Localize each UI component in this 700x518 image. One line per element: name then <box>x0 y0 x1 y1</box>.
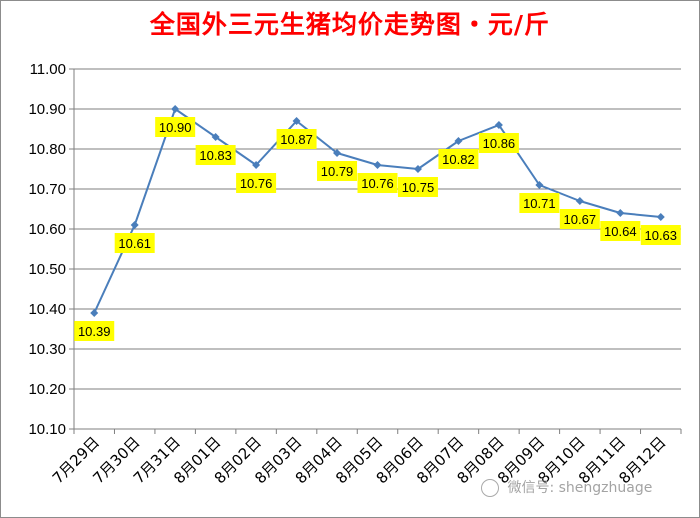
data-point <box>171 105 180 113</box>
y-tick-label: 10.60 <box>28 221 66 238</box>
data-label-box <box>236 173 277 193</box>
data-point <box>656 213 665 221</box>
data-label: 10.75 <box>402 180 435 195</box>
watermark: 微信号: shengzhuage <box>481 477 652 497</box>
data-label-box <box>397 177 438 197</box>
data-label-box <box>276 129 317 149</box>
data-point <box>211 133 220 141</box>
data-label: 10.82 <box>442 152 475 167</box>
data-label: 10.61 <box>118 236 151 251</box>
y-tick-label: 11.00 <box>30 61 66 78</box>
data-point <box>333 149 342 157</box>
data-point <box>90 309 99 317</box>
data-label: 10.79 <box>321 164 354 179</box>
data-label-box <box>478 133 519 153</box>
data-label-box <box>357 173 398 193</box>
data-label: 10.71 <box>523 196 556 211</box>
data-label: 10.63 <box>644 228 677 243</box>
data-label-box <box>600 221 641 241</box>
data-label-box <box>114 233 155 253</box>
chart-title: 全国外三元生猪均价走势图・元/斤 <box>149 10 551 39</box>
watermark-text: 微信号: shengzhuage <box>507 480 653 496</box>
data-label-box <box>438 149 479 169</box>
axis-layer <box>69 68 682 434</box>
data-label: 10.86 <box>483 136 516 151</box>
data-label: 10.90 <box>159 120 192 135</box>
data-point <box>535 181 544 189</box>
data-label: 10.83 <box>199 148 232 163</box>
y-tick-label: 10.10 <box>28 421 66 438</box>
data-point <box>616 209 625 217</box>
data-label-box <box>74 321 115 341</box>
data-label-box <box>559 209 600 229</box>
data-label-box <box>519 193 560 213</box>
data-label: 10.87 <box>280 132 313 147</box>
data-point <box>130 221 139 229</box>
y-tick-label: 10.70 <box>28 181 66 198</box>
y-tick-label: 10.50 <box>28 261 66 278</box>
data-label: 10.39 <box>78 324 111 339</box>
data-label: 10.76 <box>240 176 273 191</box>
y-tick-label: 10.30 <box>28 341 66 358</box>
y-tick-label: 10.80 <box>28 141 66 158</box>
data-point <box>373 161 382 169</box>
data-point <box>454 137 463 145</box>
wechat-icon <box>481 479 499 497</box>
data-label-box <box>155 117 196 137</box>
data-label: 10.67 <box>564 212 597 227</box>
y-tick-labels: 10.10 10.20 10.30 10.40 10.50 10.60 10.70 10.80… <box>28 61 66 438</box>
data-labels: 10.39 10.61 10.90 10.83 10.76 10.87 10.79 10.76… <box>74 117 681 341</box>
y-tick-label: 10.20 <box>28 381 66 398</box>
data-label-box <box>195 145 236 165</box>
data-point <box>292 117 301 125</box>
data-label: 10.64 <box>604 224 637 239</box>
data-label-box <box>640 225 681 245</box>
data-label-box <box>317 161 358 181</box>
data-label: 10.76 <box>361 176 394 191</box>
data-point <box>413 165 422 173</box>
data-point <box>252 161 261 169</box>
data-point <box>494 121 503 129</box>
data-point <box>575 197 584 205</box>
y-tick-label: 10.40 <box>28 301 66 318</box>
y-tick-label: 10.90 <box>28 101 66 118</box>
